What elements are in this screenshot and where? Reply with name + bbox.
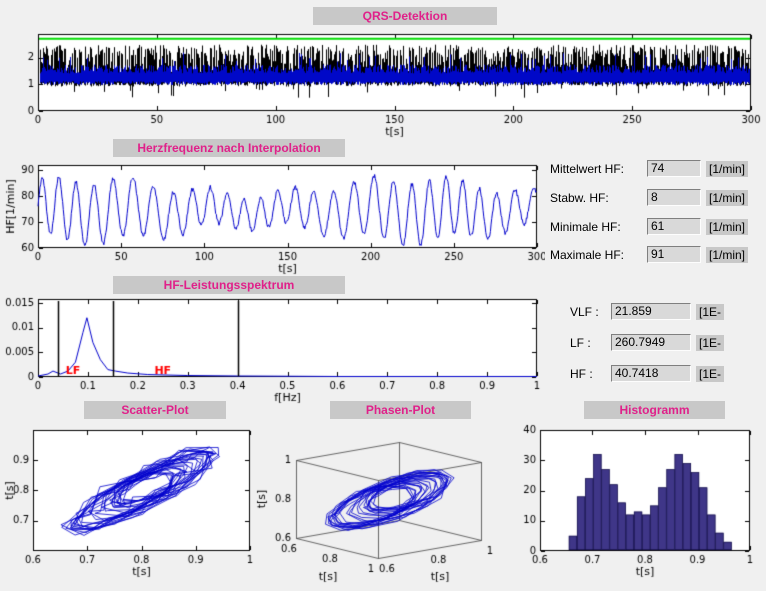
power-spectrum-plot: [0, 291, 545, 407]
std-hf-value-field[interactable]: 8: [647, 189, 701, 206]
vlf-value-field[interactable]: 21.859: [611, 303, 691, 320]
hf-power-value-field[interactable]: 40.7418: [611, 365, 691, 382]
hf-power-unit: [1E-: [696, 365, 725, 382]
stat-row-min-hf: Minimale HF: 61 [1/min]: [550, 217, 749, 236]
stat-row-mean-hf: Mittelwert HF: 74 [1/min]: [550, 159, 749, 178]
lf-label: LF :: [570, 335, 591, 350]
mean-hf-unit: [1/min]: [706, 160, 749, 177]
histogram-panel-title: Histogramm: [584, 401, 725, 419]
lf-value-field[interactable]: 260.7949: [611, 334, 691, 351]
stat-row-max-hf: Maximale HF: 91 [1/min]: [550, 245, 749, 264]
std-hf-label: Stabw. HF:: [550, 190, 609, 205]
mean-hf-label: Mittelwert HF:: [550, 161, 625, 176]
stat-row-hf-power: HF : 40.7418 [1E-: [570, 364, 725, 383]
min-hf-label: Minimale HF:: [550, 219, 621, 234]
heart-rate-plot: [0, 158, 545, 276]
phase-plot-canvas: [250, 420, 516, 591]
qrs-panel-title: QRS-Detektion: [313, 7, 497, 25]
stat-row-lf: LF : 260.7949 [1E-: [570, 333, 725, 352]
min-hf-unit: [1/min]: [706, 218, 749, 235]
stat-row-std-hf: Stabw. HF: 8 [1/min]: [550, 188, 749, 207]
hf-power-label: HF :: [570, 366, 593, 381]
stat-row-vlf: VLF : 21.859 [1E-: [570, 302, 725, 321]
mean-hf-value-field[interactable]: 74: [647, 160, 701, 177]
qrs-detection-plot: [0, 28, 766, 140]
max-hf-unit: [1/min]: [706, 246, 749, 263]
vlf-label: VLF :: [570, 304, 599, 319]
histogram-canvas: [516, 420, 766, 591]
vlf-unit: [1E-: [696, 303, 725, 320]
spectrum-panel-title: HF-Leistungsspektrum: [113, 276, 345, 294]
max-hf-label: Maximale HF:: [550, 247, 625, 262]
min-hf-value-field[interactable]: 61: [647, 218, 701, 235]
std-hf-unit: [1/min]: [706, 189, 749, 206]
lf-unit: [1E-: [696, 334, 725, 351]
scatter-plot-canvas: [0, 420, 266, 591]
max-hf-value-field[interactable]: 91: [647, 246, 701, 263]
heart-rate-panel-title: Herzfrequenz nach Interpolation: [113, 139, 345, 157]
